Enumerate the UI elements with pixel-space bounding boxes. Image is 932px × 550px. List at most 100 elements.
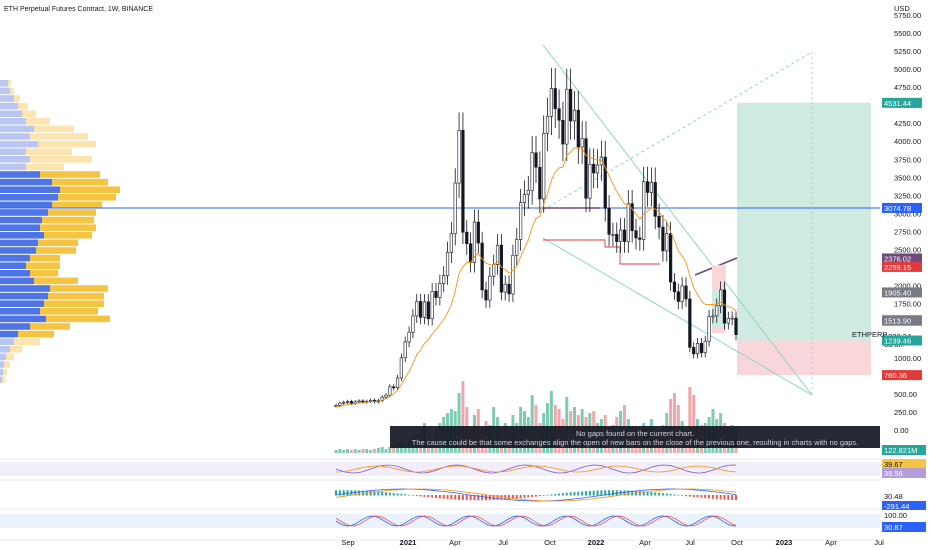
candle-body [722,289,727,324]
candle-body [607,208,611,235]
macd-histogram-bar [385,492,387,496]
price-tag-label: 760.36 [884,371,907,380]
candle-body [434,291,438,298]
volume-profile-bar [60,186,120,193]
y-tick-label: 3500.00 [894,173,921,182]
volume-profile-bar [34,125,74,133]
candle-body [403,341,407,359]
macd-histogram-bar [354,490,357,496]
y-tick-label: 5250.00 [894,47,921,56]
volume-profile-bar [40,224,96,231]
macd-histogram-bar [338,490,341,496]
volume-profile-bar [44,232,92,239]
volume-bar [369,450,373,453]
volume-profile-bar [10,346,22,353]
y-tick-label: 250.00 [894,408,917,417]
macd-histogram-bar [561,493,564,496]
volume-profile-bar [18,102,28,110]
candle-body [488,275,492,301]
candle-body [592,164,596,174]
indicator-tag-bg [882,491,926,501]
candle-body [672,281,677,293]
volume-bar [384,449,388,453]
candle-body [626,203,630,242]
candle-body [730,317,734,320]
volume-bar [376,448,380,453]
macd-histogram-bar [408,494,411,496]
candle-body [676,291,680,302]
volume-profile-bar [8,80,11,87]
volume-profile-bar [0,368,3,376]
indicator-tag-label: 30.87 [884,523,903,532]
volume-bar [403,445,407,453]
macd-histogram-bar [592,490,595,496]
volume-profile-bar [0,186,60,193]
volume-profile-bar [0,254,30,262]
macd-histogram-bar [531,495,534,498]
candle-body [634,230,638,239]
volume-profile-bar [0,163,26,171]
volume-bar [353,449,357,453]
y-tick-label: 2750.00 [894,227,921,236]
candle-body [707,316,711,342]
volume-profile-bar [40,308,98,315]
volume-profile-bar [26,163,64,171]
macd-histogram-bar [508,495,511,500]
candle-body [703,340,707,354]
volume-profile-bar [0,361,4,368]
indicator-tag-label: -291.44 [884,502,909,511]
macd-histogram-bar [715,495,718,500]
volume-profile-bar [0,148,26,155]
macd-histogram-bar [600,490,603,496]
position-zones [737,102,871,376]
macd-histogram-bar [396,493,399,496]
volume-profile-bar [30,133,88,140]
volume-profile-bar [44,300,104,307]
macd-histogram-bar [454,495,457,500]
volume-profile-bar [30,323,70,330]
ema-line [335,147,737,408]
volume-profile-bar [26,118,50,125]
indicator-tag-bg [882,510,926,520]
volume-profile-bar [38,140,96,148]
macd-histogram-bar [481,495,484,501]
candle-body [557,108,561,121]
volume-profile-bar [0,277,34,285]
macd-histogram-bar [650,492,653,496]
macd-histogram-bar [342,490,345,496]
macd-histogram-bar [711,495,714,499]
volume-profile-bar [0,118,26,125]
volume-bar [342,450,346,453]
x-tick-label: Apr [639,538,651,547]
macd-histogram-bar [381,491,384,496]
volume-profile-bar [0,201,52,209]
candle-body [442,275,446,284]
candle-body [422,301,427,318]
macd-histogram-bar [611,490,614,496]
candle-body [565,88,569,145]
macd-histogram-bar [515,495,518,499]
indicator-panes [0,458,880,541]
indicator-tag-label: 122.821M [884,446,917,455]
price-tag-bg [882,315,922,326]
currency-label: USD [894,4,910,13]
candle-body [534,152,538,168]
macd-histogram-bar [658,492,661,496]
candle-body [576,109,580,148]
macd-histogram-bar [654,492,657,496]
candle-body [711,315,715,318]
volume-profile-bar [0,376,2,383]
target-zone [737,102,871,341]
candle-body [449,233,453,253]
candle-body [457,130,461,184]
macd-histogram-bar [411,495,414,496]
x-tick-label: Oct [731,538,744,547]
rsi-line [335,464,737,474]
macd-histogram-bar [458,495,461,500]
macd-histogram-bar [369,491,372,496]
candle-body [349,401,353,404]
notice-box [390,426,880,448]
macd-histogram-bar [473,495,476,501]
